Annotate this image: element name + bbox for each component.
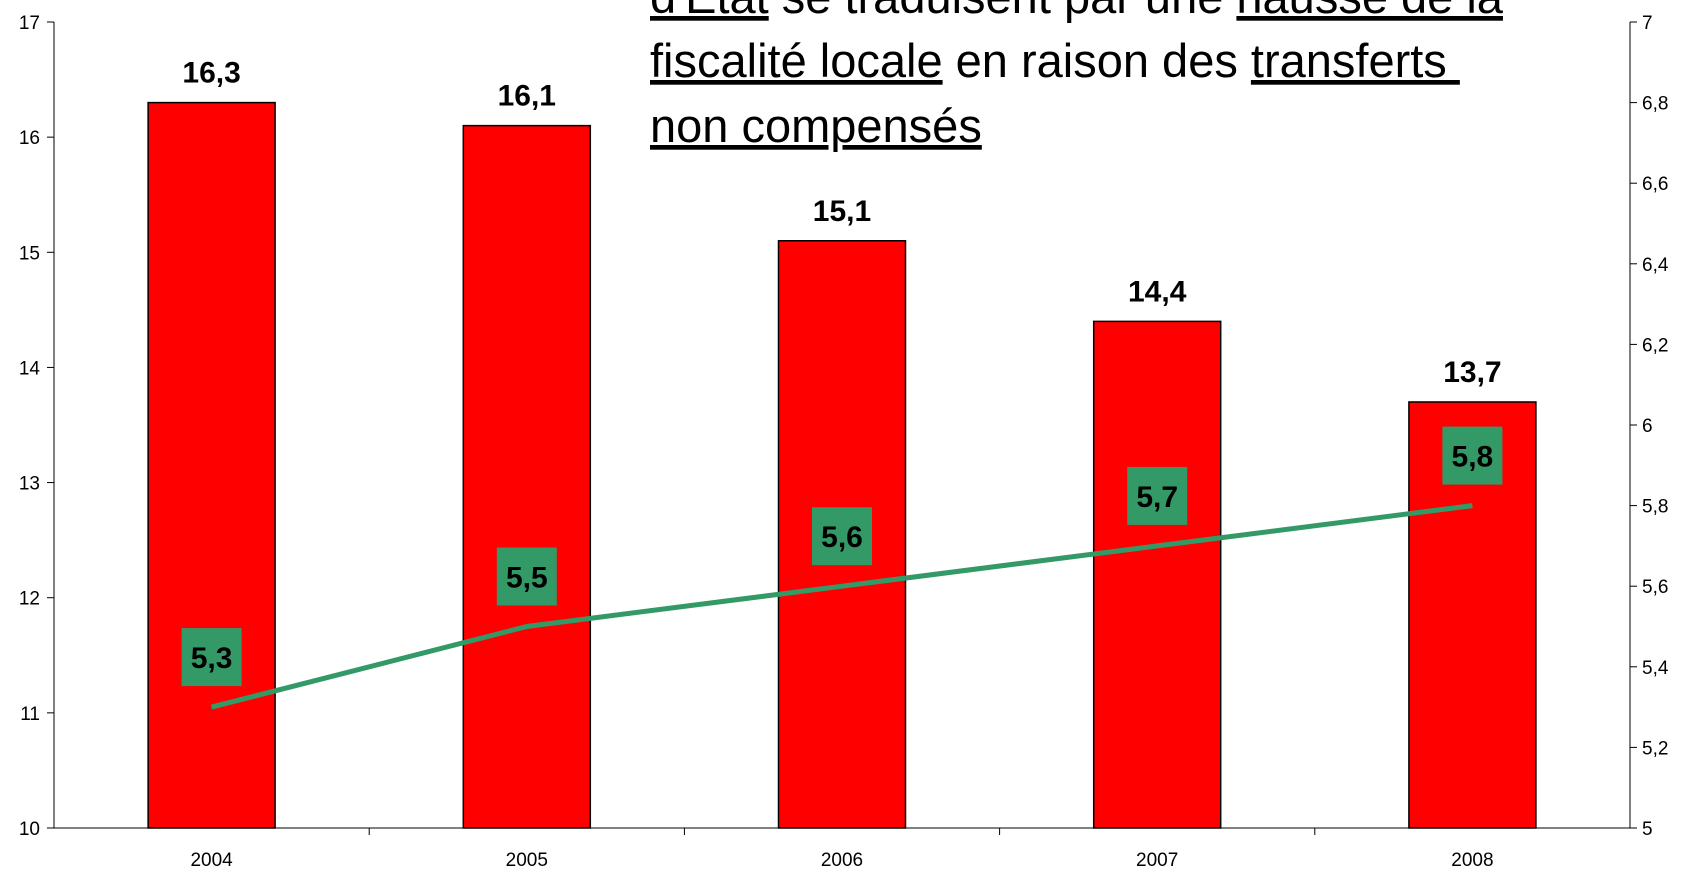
annotation-segment: transferts — [1251, 34, 1460, 87]
annotation-segment: hausse de la — [1236, 0, 1503, 23]
y-tick-label: 15 — [19, 243, 40, 264]
line-label-box — [1442, 426, 1503, 485]
y-tick-label: 12 — [19, 589, 40, 610]
annotation-line: fiscalité locale en raison des transfert… — [650, 34, 1460, 87]
y2-tick-label: 6,8 — [1642, 94, 1668, 115]
annotation-segment: non compensés — [650, 99, 982, 152]
annotation-segment: se traduisent par une — [769, 0, 1237, 23]
bar-value-label: 16,1 — [498, 80, 556, 113]
y2-tick-label: 6 — [1642, 416, 1653, 437]
y-tick-label: 11 — [20, 704, 40, 725]
y2-tick-label: 5,2 — [1642, 738, 1668, 759]
line-label-box — [496, 547, 557, 606]
bar-value-label: 14,4 — [1128, 275, 1187, 308]
y2-tick-label: 5,6 — [1642, 577, 1668, 598]
x-tick-label: 2006 — [821, 850, 863, 871]
y2-tick-label: 6,4 — [1642, 255, 1669, 276]
annotation-segment: en raison des — [943, 34, 1251, 87]
bar-value-label: 15,1 — [813, 195, 871, 228]
x-tick-label: 2005 — [506, 850, 548, 871]
line-label-box — [812, 507, 872, 566]
bar — [462, 124, 592, 829]
line — [210, 503, 1473, 710]
bar — [1092, 320, 1222, 829]
line-value-label: 5,3 — [191, 642, 233, 675]
annotation-segment: fiscalité locale — [650, 34, 943, 87]
y-tick-label: 17 — [19, 13, 40, 34]
x-tick-label: 2004 — [190, 850, 233, 871]
y2-tick-label: 6,6 — [1642, 174, 1668, 195]
annotation-line: non compensés — [650, 99, 982, 152]
annotation-line: d'Etat se traduisent par une hausse de l… — [650, 0, 1504, 23]
line-label-box — [1127, 466, 1188, 525]
line-value-label: 5,6 — [821, 521, 863, 554]
y2-tick-label: 7 — [1642, 13, 1653, 34]
bar-value-label: 16,3 — [182, 57, 240, 90]
y2-tick-label: 6,2 — [1642, 335, 1668, 356]
x-tick-label: 2008 — [1451, 850, 1493, 871]
annotation-segment: d'Etat — [650, 0, 769, 23]
line-value-label: 5,8 — [1452, 441, 1494, 474]
bar-value-label: 13,7 — [1443, 356, 1501, 389]
bar — [147, 101, 276, 829]
y2-tick-label: 5 — [1642, 819, 1653, 840]
y2-tick-label: 5,4 — [1642, 658, 1669, 679]
y2-tick-label: 5,8 — [1642, 497, 1668, 518]
y-tick-label: 10 — [19, 819, 40, 840]
line-value-label: 5,5 — [506, 562, 548, 595]
y-tick-label: 14 — [19, 358, 41, 379]
y-tick-label: 16 — [19, 128, 40, 149]
line-label-box — [181, 628, 242, 687]
x-tick-label: 2007 — [1136, 850, 1178, 871]
line-value-label: 5,7 — [1136, 481, 1178, 514]
y-tick-label: 13 — [19, 474, 40, 495]
